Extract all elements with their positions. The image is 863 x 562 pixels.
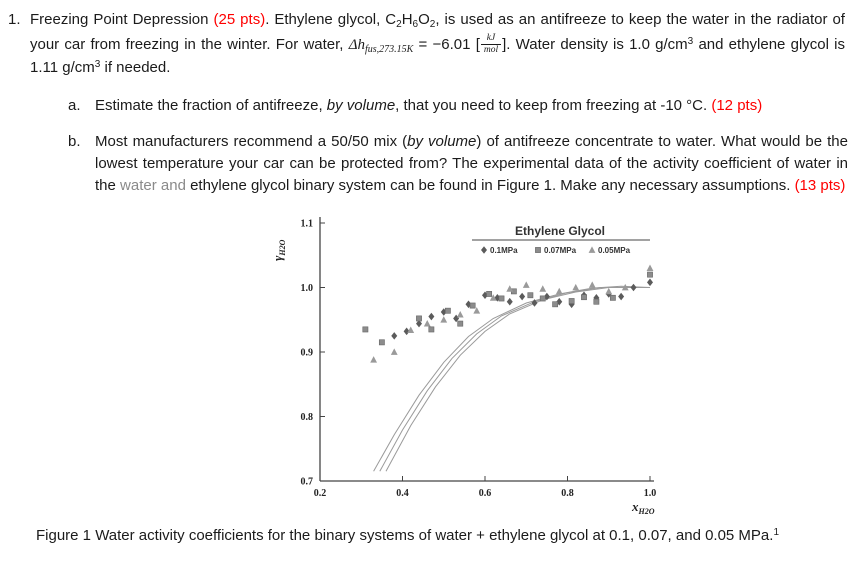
problem-number: 1.	[8, 11, 21, 28]
text-segment: by volume	[326, 96, 396, 114]
inline-fraction: kJ mol	[480, 33, 502, 57]
svg-text:0.7: 0.7	[301, 476, 314, 487]
item-a: a. Estimate the fraction of antifreeze, …	[68, 95, 855, 117]
svg-text:0.6: 0.6	[479, 488, 492, 499]
legend-item-label: 0.05MPa	[598, 246, 631, 255]
text-segment: Δh	[348, 36, 365, 53]
svg-text:0.4: 0.4	[396, 488, 409, 499]
text-segment: 1	[773, 527, 780, 539]
text-segment: 3	[94, 58, 101, 70]
text-segment: ]. Water density is 1.0 g/cm	[502, 35, 688, 53]
item-b-text: Most manufacturers recommend a 50/50 mix…	[95, 131, 848, 196]
text-segment: Estimate the fraction of antifreeze,	[95, 96, 327, 114]
figure-caption: Figure 1 Water activity coefficients for…	[36, 525, 855, 547]
text-segment: Figure 1 Water activity coefficients for…	[36, 527, 774, 545]
svg-text:0.2: 0.2	[314, 488, 327, 499]
svg-text:1.1: 1.1	[301, 218, 314, 229]
legend-item-label: 0.07MPa	[544, 246, 577, 255]
text-segment: ethylene glycol binary system can be fou…	[185, 176, 795, 194]
item-a-text: Estimate the fraction of antifreeze, by …	[95, 95, 848, 117]
svg-text:1.0: 1.0	[301, 283, 314, 294]
text-segment: fus,273.15K	[365, 43, 414, 55]
figure-1-chart: 0.7 0.8 0.9 1.0 1.1 0.2 0.4 0.6 0.8 1.0 γH2O xH2O Et…	[270, 216, 657, 516]
text-segment: (13 pts)	[794, 176, 846, 194]
text-segment: 6	[412, 19, 419, 30]
text-segment: 2	[429, 19, 436, 30]
series-0.07MPa	[362, 271, 653, 345]
item-a-label: a.	[68, 96, 81, 114]
text-segment: water and	[120, 176, 186, 194]
legend: Ethylene Glycol 0.1MPa 0.07MPa 0.05MPa	[472, 224, 650, 255]
curve-model-1	[373, 285, 651, 472]
text-segment: Freezing Point Depression	[30, 11, 214, 28]
curve-model-2	[379, 286, 650, 472]
text-segment: ) of antifreeze concentrate to water. Wh…	[95, 133, 848, 194]
item-b: b. Most manufacturers recommend a 50/50 …	[68, 131, 855, 196]
series-0.05MPa	[370, 264, 654, 363]
legend-title: Ethylene Glycol	[515, 224, 605, 238]
y-axis-label: γH2O	[270, 239, 287, 261]
text-segment: and ethylene glycol is 1.11 g/cm	[30, 35, 845, 76]
text-segment: (25 pts)	[213, 11, 266, 28]
svg-text:0.9: 0.9	[301, 347, 314, 358]
svg-text:0.8: 0.8	[561, 488, 574, 499]
item-b-label: b.	[68, 133, 81, 151]
text-segment: , is used as an antifreeze to keep the w…	[30, 11, 845, 53]
x-axis-label: xH2O	[631, 499, 655, 516]
text-segment: H	[401, 11, 413, 28]
figure-1: 0.7 0.8 0.9 1.0 1.1 0.2 0.4 0.6 0.8 1.0 γH2O xH2O Et…	[260, 209, 680, 524]
text-segment: if needed.	[100, 58, 171, 76]
problem-statement: Freezing Point Depression (25 pts). Ethy…	[30, 9, 845, 79]
text-segment: . Ethylene glycol, C	[265, 11, 397, 28]
text-segment: (12 pts)	[711, 96, 763, 114]
model-curves	[373, 285, 651, 472]
text-segment: = −6.01 [	[413, 35, 480, 53]
curve-model-3	[385, 286, 650, 472]
text-segment: O	[418, 11, 430, 28]
problem-1: 1. Freezing Point Depression (25 pts). E…	[8, 9, 855, 79]
text-segment: by volume	[407, 133, 477, 151]
text-segment: , that you need to keep from freezing at…	[395, 96, 712, 114]
svg-text:1.0: 1.0	[644, 488, 657, 499]
series-0.1MPa	[391, 278, 653, 340]
axes: 0.7 0.8 0.9 1.0 1.1 0.2 0.4 0.6 0.8 1.0 γH2O xH2O	[270, 216, 657, 516]
svg-text:0.8: 0.8	[301, 412, 314, 423]
text-segment: 2	[396, 19, 402, 30]
data-points	[362, 264, 654, 363]
legend-item-label: 0.1MPa	[490, 246, 518, 255]
text-segment: 3	[687, 35, 694, 47]
text-segment: Most manufacturers recommend a 50/50 mix…	[95, 133, 408, 151]
